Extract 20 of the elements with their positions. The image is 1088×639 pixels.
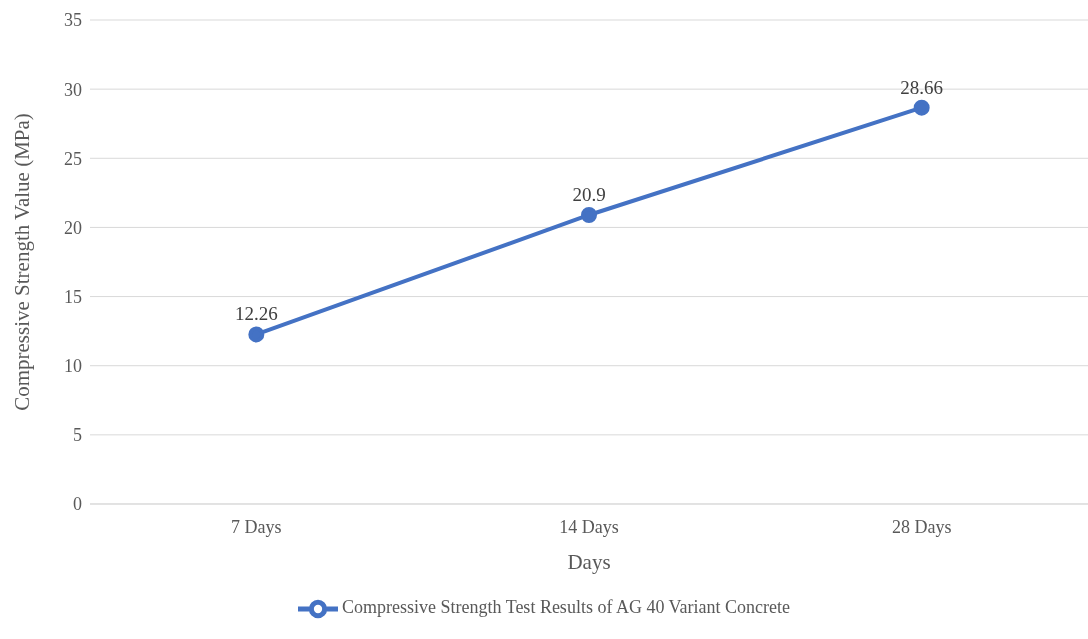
y-tick-label: 5 bbox=[73, 425, 82, 446]
y-tick-label: 30 bbox=[64, 79, 82, 100]
x-tick-label: 7 Days bbox=[231, 516, 282, 537]
y-tick-label: 15 bbox=[64, 286, 82, 307]
y-tick-label: 25 bbox=[64, 148, 82, 169]
x-tick-label: 14 Days bbox=[559, 516, 619, 537]
y-tick-label: 0 bbox=[73, 494, 82, 515]
y-axis-title: Compressive Strength Value (MPa) bbox=[10, 113, 35, 411]
x-axis-title: Days bbox=[567, 550, 611, 574]
legend-label: Compressive Strength Test Results of AG 40 Variant Concrete bbox=[341, 597, 791, 618]
data-label: 28.66 bbox=[900, 76, 944, 98]
point bbox=[913, 99, 930, 116]
y-tick-label: 10 bbox=[64, 356, 82, 377]
y-tick-label: 20 bbox=[64, 217, 82, 238]
data-label: 12.26 bbox=[234, 303, 278, 325]
data-label: 20.9 bbox=[572, 183, 606, 205]
point bbox=[248, 326, 265, 343]
y-tick-label: 35 bbox=[64, 10, 82, 31]
x-tick-label: 28 Days bbox=[891, 516, 952, 537]
point bbox=[581, 206, 597, 223]
